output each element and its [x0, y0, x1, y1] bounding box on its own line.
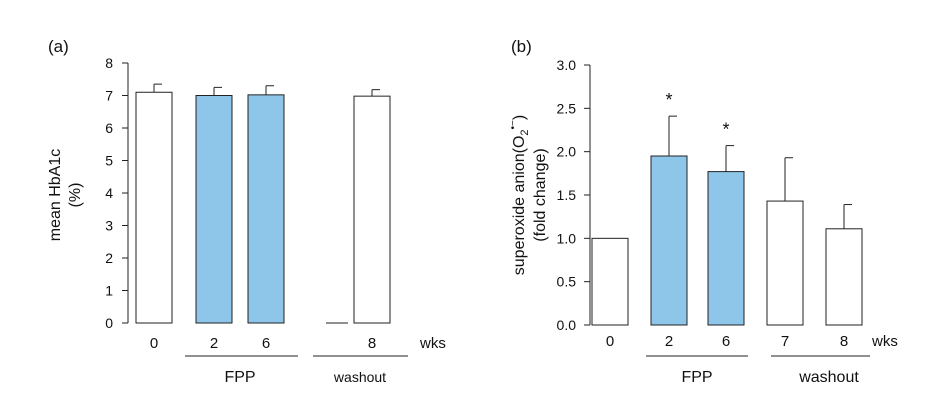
- panel-b-groups: FPP washout: [646, 355, 870, 386]
- panel-a-y-tick-label: 1: [105, 283, 113, 299]
- panel-a-category-label: 6: [262, 335, 270, 352]
- panel-b-group-label: FPP: [681, 369, 712, 386]
- panel-a-axes: 0 1 2 3 4 5 6 7 8: [105, 55, 348, 331]
- panel-a-ylabel-line2: (%): [67, 183, 84, 208]
- panel-b-y-tick-label: 1.0: [557, 230, 577, 246]
- panel-b-y-tick-label: 0.0: [557, 317, 577, 333]
- panel-b-superoxide-chart: (b) superoxide anion(O2•−) (fold change)…: [508, 37, 898, 386]
- panel-b-ylabel-superscript: •−: [508, 120, 519, 130]
- panel-b-ylabel-subscript: 2: [519, 129, 531, 135]
- panel-b-category-label: 6: [722, 333, 730, 350]
- panel-b-category-label: 8: [840, 333, 848, 350]
- panel-b-axes: 0.0 0.5 1.0 1.5 2.0 2.5 3.0: [557, 57, 591, 333]
- panel-b-unit-label: wks: [871, 333, 898, 350]
- panel-b-bar: [591, 237, 629, 326]
- panel-a-bar: [353, 95, 391, 324]
- panel-b-significance-mark: *: [665, 90, 672, 110]
- panel-b-bar: [825, 228, 863, 326]
- panel-b-group-label: washout: [798, 369, 859, 386]
- panel-a-bar: [247, 94, 285, 324]
- panel-a-y-tick-label: 6: [105, 120, 113, 136]
- panel-a-y-tick-label: 7: [105, 88, 113, 104]
- panel-a-category-label: 0: [150, 335, 158, 352]
- panel-b-ylabel-line2: (fold change): [532, 148, 549, 241]
- panel-a-category-labels: 0 2 6 8: [150, 335, 376, 352]
- panel-a-y-tick-label: 5: [105, 153, 113, 169]
- panel-a-category-label: 8: [368, 335, 376, 352]
- panel-a-bars: [135, 83, 391, 324]
- panel-b-category-label: 2: [665, 333, 673, 350]
- panel-b-bar: [650, 155, 688, 326]
- panel-a-bar: [135, 91, 173, 324]
- panel-a-hba1c-chart: (a) mean HbA1c (%) 0 1 2 3 4 5 6 7 8 0 2 6 8 wks FP…: [47, 37, 446, 386]
- panel-a-ylabel-line1: mean HbA1c: [47, 149, 64, 242]
- panel-b-ylabel-prefix: superoxide anion(O: [511, 136, 528, 276]
- panel-b-bar: [766, 200, 804, 326]
- panel-b-label: (b): [511, 37, 532, 56]
- panel-a-bar: [195, 95, 233, 324]
- panel-b-y-tick-label: 2.5: [557, 100, 577, 116]
- panel-b-y-tick-label: 2.0: [557, 144, 577, 160]
- panel-b-ylabel-suffix: ): [511, 115, 528, 120]
- panel-b-category-label: 7: [781, 333, 789, 350]
- panel-b-category-label: 0: [606, 333, 614, 350]
- panel-a-y-tick-label: 0: [105, 315, 113, 331]
- panel-a-y-tick-label: 2: [105, 250, 113, 266]
- panel-a-y-tick-label: 8: [105, 55, 113, 71]
- panel-a-label: (a): [48, 37, 69, 56]
- panel-a-unit-label: wks: [419, 335, 446, 352]
- panel-a-y-tick-label: 3: [105, 218, 113, 234]
- panel-a-group-label: washout: [333, 369, 386, 385]
- panel-b-bars: **: [591, 90, 863, 326]
- panel-b-y-tick-label: 3.0: [557, 57, 577, 73]
- panel-a-category-label: 2: [210, 335, 218, 352]
- panel-b-category-labels: 0 2 6 7 8: [606, 333, 848, 350]
- panel-b-bar: [707, 171, 745, 326]
- panel-a-y-tick-label: 4: [105, 185, 113, 201]
- panel-b-y-tick-label: 1.5: [557, 187, 577, 203]
- panel-a-groups: FPP washout: [185, 355, 408, 386]
- panel-b-ylabel-line1: superoxide anion(O2•−): [508, 115, 531, 275]
- panel-b-y-tick-label: 0.5: [557, 274, 577, 290]
- panel-b-significance-mark: *: [722, 120, 729, 140]
- panel-a-group-label: FPP: [224, 369, 255, 386]
